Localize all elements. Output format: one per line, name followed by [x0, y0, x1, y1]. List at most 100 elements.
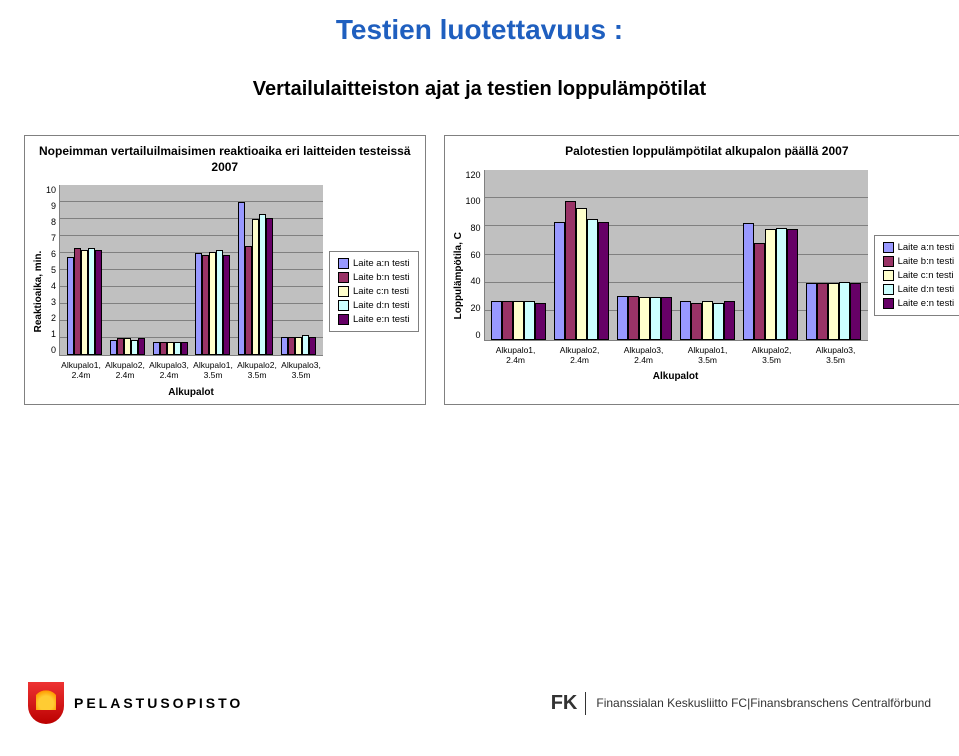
footer: PELASTUSOPISTO FK Finanssialan Keskuslii… [0, 664, 959, 742]
footer-right-text: Finanssialan Keskusliitto FC|Finansbrans… [596, 696, 931, 710]
legend-label: Laite b:n testi [353, 272, 410, 283]
bar [628, 296, 639, 340]
legend-swatch [883, 284, 894, 295]
legend-label: Laite c:n testi [898, 270, 954, 281]
bar [131, 340, 138, 355]
legend-item: Laite a:n testi [338, 258, 410, 269]
bar-group [488, 170, 551, 340]
legend-label: Laite a:n testi [898, 242, 955, 253]
bar [167, 342, 174, 356]
bar [806, 283, 817, 340]
chart1-x-ticks: Alkupalo1,2.4mAlkupalo2,2.4mAlkupalo3,2.… [59, 356, 323, 380]
legend-item: Laite b:n testi [883, 256, 955, 267]
y-tick: 40 [466, 276, 481, 286]
y-tick: 10 [46, 185, 56, 195]
bar [252, 219, 259, 355]
legend-swatch [338, 314, 349, 325]
bar-group [277, 185, 320, 355]
chart2-x-label: Alkupalot [484, 365, 868, 382]
y-tick: 4 [46, 281, 56, 291]
y-tick: 0 [46, 345, 56, 355]
bar [124, 338, 131, 355]
legend-label: Laite d:n testi [353, 300, 410, 311]
bar [617, 296, 628, 340]
y-tick: 100 [466, 196, 481, 206]
x-tick: Alkupalo3,3.5m [804, 345, 868, 365]
subtitle: Vertailulaitteiston ajat ja testien lopp… [0, 78, 959, 101]
bar [295, 337, 302, 356]
bar [817, 283, 828, 340]
legend-swatch [883, 298, 894, 309]
y-tick: 60 [466, 250, 481, 260]
bar [535, 303, 546, 340]
chart1-legend: Laite a:n testiLaite b:n testiLaite c:n … [329, 251, 419, 332]
bar [302, 335, 309, 355]
footer-right-logo: FK Finanssialan Keskusliitto FC|Finansbr… [551, 692, 931, 715]
x-tick: Alkupalo1,2.4m [59, 360, 103, 380]
x-tick: Alkupalo2,3.5m [740, 345, 804, 365]
bar [702, 301, 713, 339]
bar [245, 246, 252, 355]
bar [850, 283, 861, 340]
footer-left-brand: PELASTUSOPISTO [74, 695, 243, 711]
y-tick: 0 [466, 330, 481, 340]
bar [216, 250, 223, 355]
footer-right-mark: FK [551, 692, 587, 715]
legend-swatch [883, 256, 894, 267]
legend-item: Laite c:n testi [883, 270, 955, 281]
legend-item: Laite d:n testi [883, 284, 955, 295]
bar [502, 301, 513, 339]
bar [598, 222, 609, 340]
bar [524, 301, 535, 339]
x-tick: Alkupalo3,2.4m [147, 360, 191, 380]
chart1-title: Nopeimman vertailuilmaisimen reaktioaika… [25, 136, 425, 185]
bar [238, 202, 245, 355]
legend-item: Laite e:n testi [338, 314, 410, 325]
y-tick: 9 [46, 201, 56, 211]
bar [513, 301, 524, 339]
x-tick: Alkupalo2,2.4m [103, 360, 147, 380]
bar-group [802, 170, 865, 340]
legend-swatch [338, 286, 349, 297]
bar [259, 214, 266, 355]
bar [209, 252, 216, 356]
bar [491, 301, 502, 339]
legend-label: Laite e:n testi [898, 298, 955, 309]
bar [828, 283, 839, 340]
footer-left-logo: PELASTUSOPISTO [28, 682, 243, 724]
y-tick: 8 [46, 217, 56, 227]
bar [787, 229, 798, 340]
legend-label: Laite a:n testi [353, 258, 410, 269]
bar [160, 342, 167, 356]
bar-group [106, 185, 149, 355]
y-tick: 5 [46, 265, 56, 275]
bar [202, 255, 209, 355]
shield-icon [28, 682, 64, 724]
bar [839, 282, 850, 340]
bar [587, 219, 598, 339]
chart2-y-label: Loppulämpötila, C [451, 170, 466, 382]
bar [309, 337, 316, 356]
bar [81, 250, 88, 355]
bar [661, 297, 672, 340]
x-tick: Alkupalo1,2.4m [484, 345, 548, 365]
bar [195, 253, 202, 355]
chart2-title: Palotestien loppulämpötilat alkupalon pä… [445, 136, 959, 170]
legend-item: Laite a:n testi [883, 242, 955, 253]
legend-swatch [338, 300, 349, 311]
chart1-x-label: Alkupalot [59, 381, 323, 398]
legend-swatch [883, 242, 894, 253]
bar-group [739, 170, 802, 340]
bar [67, 257, 74, 356]
bar [74, 248, 81, 355]
bar-group [149, 185, 192, 355]
chart2-plot [484, 170, 868, 341]
chart2-y-ticks: 020406080100120 [466, 170, 484, 340]
bar [117, 338, 124, 355]
x-tick: Alkupalo1,3.5m [191, 360, 235, 380]
y-tick: 80 [466, 223, 481, 233]
legend-label: Laite d:n testi [898, 284, 955, 295]
bar [110, 340, 117, 355]
temperature-chart: Palotestien loppulämpötilat alkupalon pä… [444, 135, 959, 405]
legend-swatch [338, 272, 349, 283]
